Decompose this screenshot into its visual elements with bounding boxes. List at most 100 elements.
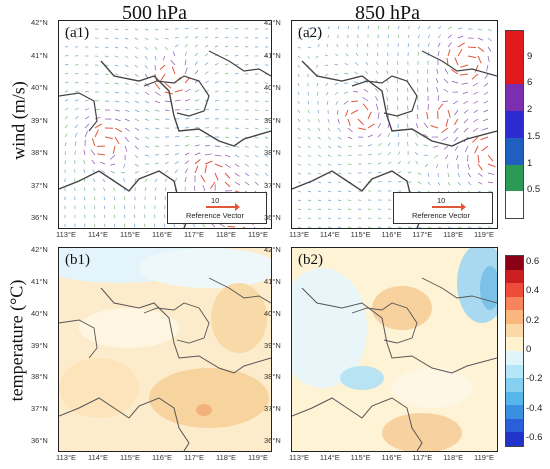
wind-vector xyxy=(337,208,342,210)
wind-vector xyxy=(365,70,369,75)
wind-vector xyxy=(464,145,469,153)
wind-vector xyxy=(477,163,483,171)
wind-vector xyxy=(204,160,213,165)
wind-vector xyxy=(144,170,149,174)
wind-vector xyxy=(487,163,496,168)
wind-vector xyxy=(436,69,439,75)
wind-vector xyxy=(254,172,259,177)
wind-vector xyxy=(163,223,166,228)
wind-vector xyxy=(467,181,472,186)
temperature-colorbar-label: 0.2 xyxy=(526,314,540,326)
lon-tick-label: 117°E xyxy=(412,453,433,462)
wind-vector xyxy=(427,172,430,177)
wind-vector xyxy=(297,145,301,149)
wind-vector xyxy=(354,71,359,75)
wind-vector xyxy=(94,129,99,138)
wind-vector xyxy=(416,113,419,120)
wind-vector xyxy=(224,81,229,84)
wind-vector xyxy=(92,178,96,183)
wind-vector xyxy=(324,54,329,57)
wind-vector xyxy=(457,48,463,57)
wind-vector xyxy=(104,223,106,228)
lon-tick-label: 113°E xyxy=(56,453,76,462)
temperature-colorbar-segment xyxy=(506,364,523,379)
wind-vector xyxy=(184,27,189,30)
temperature-colorbar-segment xyxy=(506,310,523,324)
wind-vector xyxy=(351,100,359,103)
wind-vector xyxy=(99,161,106,165)
wind-vector xyxy=(451,69,459,75)
wind-colorbar-label: 6 xyxy=(527,77,533,89)
wind-vector xyxy=(91,138,96,147)
wind-vector xyxy=(387,142,391,147)
wind-vector xyxy=(244,163,249,167)
wind-vector xyxy=(224,163,231,168)
wind-vector xyxy=(447,49,451,57)
lon-tick-label: 117°E xyxy=(184,230,204,239)
wind-vector xyxy=(463,100,469,104)
wind-vector xyxy=(451,80,459,84)
wind-vector xyxy=(84,196,86,201)
wind-vector xyxy=(64,55,69,57)
wind-vector xyxy=(184,168,189,174)
temperature-colorbar-label: 0.6 xyxy=(526,256,540,267)
wind-vector xyxy=(472,127,479,132)
wind-vector xyxy=(457,172,460,178)
wind-vector xyxy=(154,55,157,61)
wind-vector xyxy=(144,73,149,79)
wind-vector xyxy=(264,100,269,102)
wind-vector xyxy=(445,154,449,160)
wind-vector xyxy=(144,37,149,41)
wind-vector xyxy=(337,154,342,157)
wind-colorbar-segment xyxy=(506,111,523,138)
wind-vector xyxy=(194,27,199,30)
lat-tick-label: 36°N xyxy=(31,213,48,222)
lon-tick-label: 116°E xyxy=(152,453,172,462)
lat-tick-label: 39°N xyxy=(31,340,48,350)
wind-vector xyxy=(477,28,483,31)
wind-vector xyxy=(407,96,409,102)
temperature-colorbar-segment xyxy=(506,432,523,446)
wind-vector xyxy=(307,46,312,49)
wind-vector xyxy=(114,109,120,112)
wind-vector xyxy=(234,127,239,129)
wind-vector xyxy=(74,141,77,147)
wind-vector xyxy=(307,199,312,202)
wind-vector xyxy=(254,136,259,139)
wind-vector xyxy=(343,100,349,105)
wind-vector xyxy=(386,87,389,93)
wind-vector xyxy=(134,154,139,159)
wind-vector xyxy=(264,145,269,149)
wind-vector xyxy=(417,181,422,184)
wind-vector xyxy=(214,109,219,111)
wind-vector xyxy=(164,100,171,103)
lon-tick-label: 119°E xyxy=(248,230,268,239)
wind-vector xyxy=(174,99,181,102)
temperature-colorbar-segment xyxy=(506,405,523,419)
wind-vector xyxy=(144,214,146,219)
wind-vector xyxy=(315,64,319,68)
wind-vector xyxy=(184,99,190,102)
wind-vector xyxy=(473,91,479,95)
wind-vector xyxy=(234,46,239,48)
wind-vector xyxy=(194,135,200,138)
lat-tick-label: 36°N xyxy=(31,436,48,445)
wind-vector xyxy=(184,160,190,165)
wind-vector xyxy=(347,118,351,127)
wind-vector xyxy=(447,181,451,186)
wind-vector xyxy=(327,154,332,157)
wind-vector xyxy=(446,163,449,169)
wind-vector xyxy=(224,45,229,48)
wind-vector xyxy=(325,91,329,96)
wind-vector xyxy=(101,170,106,174)
wind-vector xyxy=(202,223,206,228)
wind-vector xyxy=(315,55,319,59)
lon-tick-label: 115°E xyxy=(120,453,140,462)
wind-vector xyxy=(74,124,79,129)
wind-vector xyxy=(396,70,399,75)
wind-vector xyxy=(334,73,339,75)
wind-colorbar-segment xyxy=(506,137,523,165)
wind-vector xyxy=(447,34,453,39)
wind-vector xyxy=(317,190,322,193)
wind-vector xyxy=(460,73,469,76)
